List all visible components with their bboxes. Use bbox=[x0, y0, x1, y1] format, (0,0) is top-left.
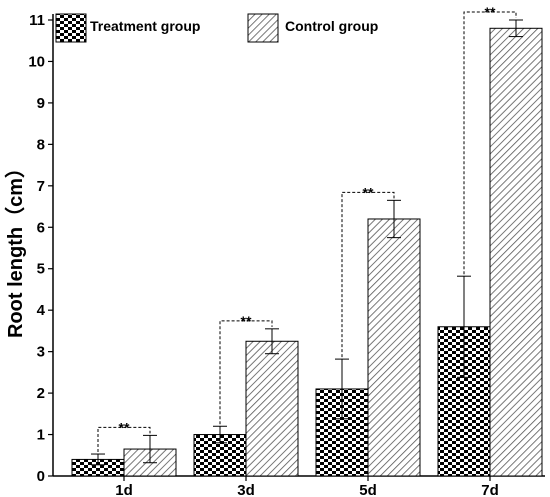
significance-label-7d: ** bbox=[485, 4, 496, 20]
significance-label-3d: ** bbox=[241, 313, 252, 329]
y-tick-label-0: 0 bbox=[37, 468, 45, 485]
y-tick-label-6: 6 bbox=[37, 219, 45, 236]
significance-bracket-3d bbox=[219, 320, 273, 425]
legend-label-control: Control group bbox=[285, 18, 378, 34]
x-tick-label-7d: 7d bbox=[481, 482, 499, 497]
significance-bracket-1d bbox=[97, 426, 151, 453]
legend-label-treatment: Treatment group bbox=[90, 18, 200, 34]
bar-control-3d bbox=[245, 340, 299, 477]
y-tick-label-10: 10 bbox=[28, 53, 45, 70]
y-tick-label-4: 4 bbox=[37, 302, 46, 319]
legend: Treatment group Control group bbox=[55, 13, 378, 43]
x-tick-label-5d: 5d bbox=[359, 482, 377, 497]
bar-control-7d bbox=[489, 27, 543, 477]
x-tick-label-1d: 1d bbox=[115, 482, 133, 497]
y-axis-title: Root length（cm） bbox=[4, 158, 27, 338]
y-tick-label-7: 7 bbox=[37, 178, 45, 195]
y-tick-label-8: 8 bbox=[37, 136, 45, 153]
x-tick-label-3d: 3d bbox=[237, 482, 255, 497]
y-tick-label-9: 9 bbox=[37, 95, 45, 112]
y-tick-label-2: 2 bbox=[37, 385, 45, 402]
y-tick-label-3: 3 bbox=[37, 344, 45, 361]
significance-label-1d: ** bbox=[119, 419, 130, 435]
y-tick-label-11: 11 bbox=[29, 12, 45, 29]
y-tick-label-1: 1 bbox=[37, 427, 45, 444]
significance-bracket-5d bbox=[341, 191, 395, 358]
plot-area: 0 1 2 3 4 5 6 7 8 9 10 11 1d ** 3d ** 5d ** 7d ** bbox=[28, 4, 545, 497]
legend-swatch-control bbox=[247, 13, 279, 43]
bar-control-5d bbox=[367, 218, 421, 477]
significance-label-5d: ** bbox=[363, 184, 374, 200]
significance-bracket-7d bbox=[463, 11, 517, 275]
legend-swatch-treatment bbox=[55, 13, 87, 43]
y-tick-label-5: 5 bbox=[37, 261, 45, 278]
